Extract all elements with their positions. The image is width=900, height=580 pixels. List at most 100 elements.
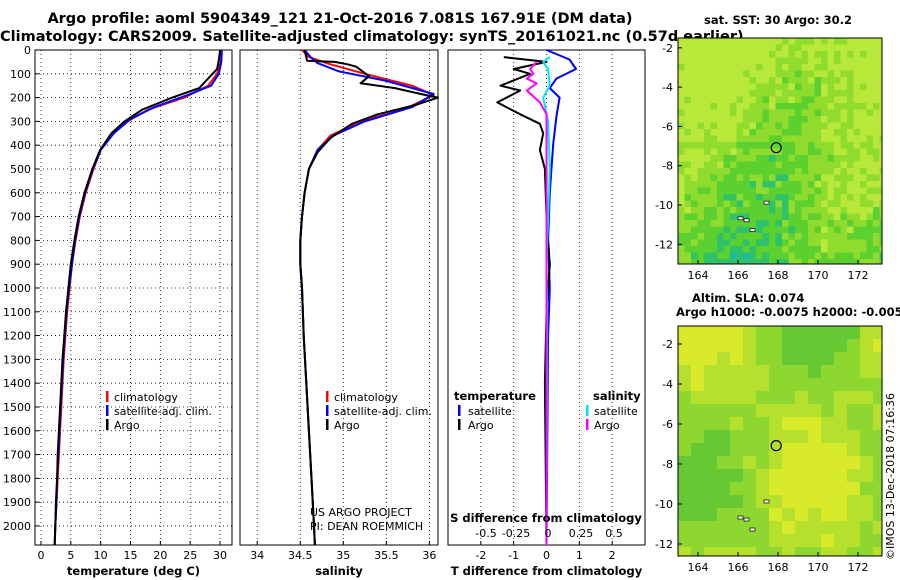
map-cell [782, 443, 796, 457]
map-cell [684, 103, 692, 110]
map-cell [808, 77, 815, 84]
map-cell [723, 38, 731, 45]
map-cell [775, 77, 783, 84]
map-cell [873, 77, 880, 84]
map-cell [717, 391, 731, 405]
map-cell [775, 96, 783, 104]
map-cell [827, 77, 835, 84]
map-cell [788, 155, 796, 162]
map-cell [840, 77, 848, 84]
map-cell [866, 142, 874, 149]
map-cell [691, 339, 705, 353]
map-cell [762, 44, 770, 52]
map-cell [736, 220, 744, 227]
map-cell [743, 200, 750, 208]
map-cell [756, 226, 763, 234]
map-cell [769, 391, 783, 405]
map-cell [782, 508, 796, 522]
map-cell [866, 220, 874, 227]
map-cell [691, 57, 698, 65]
map-cell [691, 168, 698, 175]
map-cell [782, 220, 789, 227]
map-cell [834, 404, 848, 418]
map-cell [847, 135, 854, 143]
map-cell [873, 129, 880, 136]
map-cell [730, 443, 744, 457]
island [743, 517, 750, 522]
map-cell [684, 83, 692, 91]
map-cell [840, 246, 848, 253]
map-cell [684, 213, 692, 221]
map-cell [879, 246, 883, 253]
map-cell [691, 508, 705, 522]
map-cell [684, 207, 692, 214]
map-cell [821, 239, 828, 247]
island [737, 216, 744, 221]
map-cell [840, 83, 848, 91]
legend-swatch [326, 391, 329, 402]
map-cell [730, 246, 737, 253]
map-cell [678, 90, 685, 97]
map-cell [853, 239, 861, 247]
map-cell [847, 404, 861, 418]
map-cell [756, 233, 763, 240]
map-cell [873, 239, 880, 247]
map-cell [840, 109, 848, 117]
map-cell [717, 521, 731, 535]
map-cell [730, 194, 737, 201]
map-cell [756, 200, 763, 208]
map-cell [860, 521, 874, 535]
map-cell [782, 547, 796, 557]
map-cell [795, 96, 802, 104]
map-cell [834, 534, 848, 548]
map-cell [691, 90, 698, 97]
map-cell [762, 116, 770, 123]
map-cell [704, 174, 711, 182]
map-cell [743, 77, 750, 84]
map-cell [684, 181, 692, 188]
map-cell [775, 90, 783, 97]
map-cell [678, 220, 685, 227]
map-cell [860, 233, 867, 240]
map-cell [821, 38, 828, 45]
map-cell [873, 378, 883, 392]
map-cell [736, 181, 744, 188]
map-cell [834, 38, 841, 45]
map-cell [723, 90, 731, 97]
map-cell [678, 109, 685, 117]
map-cell [710, 181, 718, 188]
map-cell [847, 443, 861, 457]
map-cell [814, 161, 822, 169]
map-cell [704, 226, 711, 234]
map-cell [808, 495, 822, 509]
map-cell [866, 83, 874, 91]
map-cell [873, 521, 883, 535]
map-cell [684, 90, 692, 97]
map-cell [723, 142, 731, 149]
map-cell [756, 404, 770, 418]
map-cell [743, 534, 757, 548]
map-cell [873, 213, 880, 221]
map-cell [749, 168, 757, 175]
map-cell [788, 181, 796, 188]
map-cell [743, 38, 750, 45]
map-cell [704, 213, 711, 221]
map-cell [873, 547, 883, 557]
map-cell [840, 135, 848, 143]
map-cell [795, 508, 809, 522]
map-cell [860, 326, 874, 340]
map-cell [821, 391, 835, 405]
map-cell [879, 57, 883, 65]
map-cell [782, 259, 789, 265]
map-cell [717, 148, 724, 156]
map-cell [749, 194, 757, 201]
map-cell [730, 135, 737, 143]
map-cell [691, 213, 698, 221]
map-cell [769, 365, 783, 379]
map-cell [853, 96, 861, 104]
map-cell [821, 378, 835, 392]
map-cell [866, 213, 874, 221]
map-cell [704, 181, 711, 188]
map-cell [743, 83, 750, 91]
map-cell [691, 239, 698, 247]
